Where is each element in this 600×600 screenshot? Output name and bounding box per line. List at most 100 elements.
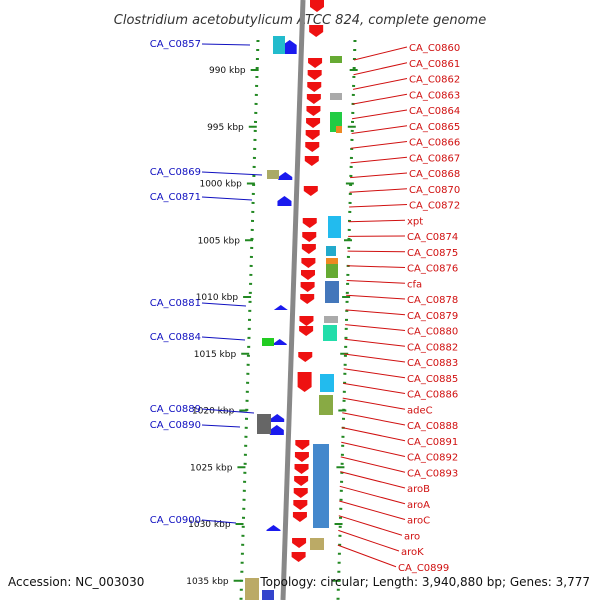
reverse-gene-arrow	[294, 476, 309, 486]
leader-line	[201, 336, 246, 341]
leader-line	[201, 424, 241, 428]
gene-label-left: CA_C0871	[150, 192, 201, 203]
tick-label: 995 kbp	[207, 123, 244, 133]
cog-block	[273, 36, 285, 54]
forward-gene-arrow	[273, 305, 288, 310]
leader-line	[338, 529, 400, 552]
leader-line	[349, 188, 408, 193]
cog-block	[320, 374, 334, 392]
gene-label-right: aroA	[407, 500, 430, 511]
reverse-gene-arrow	[293, 500, 308, 510]
gene-label-right: CA_C0868	[409, 169, 460, 180]
tick-label: 1030 kbp	[188, 520, 231, 530]
gene-label-right: CA_C0885	[407, 374, 458, 385]
forward-strand-genes	[266, 40, 297, 531]
leader-line	[351, 141, 408, 149]
leader-line	[350, 172, 408, 179]
reverse-gene-arrow	[291, 552, 306, 562]
leader-line	[347, 250, 406, 253]
leader-line	[351, 109, 408, 120]
leader-line	[340, 456, 406, 473]
gene-label-right: CA_C0865	[409, 122, 460, 133]
reverse-gene-arrow	[299, 326, 314, 336]
cog-block	[326, 246, 336, 256]
reverse-gene-arrow	[305, 142, 320, 152]
cog-block	[330, 56, 342, 63]
leader-line	[353, 46, 408, 61]
tick-label: 1005 kbp	[198, 236, 241, 246]
leader-line	[339, 500, 406, 520]
leader-line	[201, 519, 237, 524]
leader-line	[201, 196, 253, 201]
gene-label-left: CA_C0900	[150, 515, 201, 526]
gene-label-right: aroK	[401, 547, 424, 558]
tick-label: 1025 kbp	[190, 463, 233, 473]
reverse-gene-arrow	[302, 218, 317, 228]
leader-line	[344, 338, 406, 347]
leader-line	[201, 171, 263, 176]
tick-label: 990 kbp	[209, 66, 246, 76]
reverse-gene-arrow	[300, 282, 315, 292]
reverse-gene-arrow	[293, 488, 308, 498]
leader-line	[345, 324, 406, 331]
gene-label-right: CA_C0863	[409, 90, 460, 101]
gene-label-right: aro	[404, 531, 420, 542]
gene-label-left: CA_C0884	[150, 332, 201, 343]
leader-line	[348, 219, 406, 223]
gene-label-right: CA_C0875	[407, 248, 458, 259]
cog-block	[323, 325, 337, 341]
gene-label-left: CA_C0869	[150, 167, 201, 178]
gene-label-right: CA_C0864	[409, 106, 460, 117]
reverse-gene-arrow	[309, 25, 324, 37]
tick-label: 1035 kbp	[186, 577, 229, 587]
dotted-rings	[239, 39, 357, 600]
reverse-gene-arrow	[308, 58, 323, 68]
leader-line	[342, 412, 406, 426]
cog-block	[262, 338, 274, 346]
cog-block	[257, 414, 271, 434]
cog-block	[310, 538, 324, 550]
leader-line	[342, 397, 406, 410]
genome-backbone	[280, 0, 306, 600]
cog-block	[267, 170, 279, 179]
reverse-gene-arrow	[301, 270, 315, 280]
reverse-gene-arrow	[306, 94, 321, 104]
reverse-gene-arrow	[300, 294, 315, 304]
gene-label-right: CA_C0880	[407, 327, 458, 338]
leader-line	[352, 78, 408, 90]
reverse-gene-arrow	[310, 0, 324, 12]
gene-label-right: aroC	[407, 516, 430, 527]
reverse-gene-arrow	[299, 316, 314, 326]
leader-line	[341, 441, 406, 457]
reverse-gene-arrow	[301, 244, 316, 254]
leader-line	[351, 125, 408, 134]
cog-block	[326, 258, 338, 264]
forward-gene-arrow	[266, 525, 281, 531]
gene-label-right: CA_C0879	[407, 311, 458, 322]
reverse-strand-genes	[291, 0, 324, 562]
gene-label-right: CA_C0867	[409, 153, 460, 164]
gene-label-right: CA_C0883	[407, 358, 458, 369]
reverse-gene-arrow	[301, 258, 316, 268]
forward-gene-arrow	[272, 339, 287, 345]
gene-label-right: CA_C0892	[407, 453, 458, 464]
kbp-ticks: 990 kbp 995 kbp 1000 kbp 1005 kbp 1010 kbp 10…	[186, 66, 358, 587]
gene-label-right: CA_C0893	[407, 468, 458, 479]
cog-block	[324, 316, 338, 323]
reverse-gene-arrow	[305, 130, 320, 140]
cog-block	[325, 281, 339, 303]
reverse-gene-arrow	[298, 352, 313, 362]
leader-line	[347, 265, 406, 268]
cog-block	[319, 395, 333, 415]
leader-line	[340, 471, 406, 489]
gene-label-right: CA_C0899	[398, 563, 449, 574]
reverse-gene-arrow	[304, 156, 319, 166]
label-leader-lines	[201, 43, 408, 568]
cog-block	[336, 126, 342, 133]
gene-label-right: aroB	[407, 484, 430, 495]
reverse-gene-arrow	[307, 82, 322, 92]
leader-line	[339, 485, 406, 505]
leader-line	[343, 368, 406, 379]
reverse-gene-arrow	[307, 70, 322, 80]
